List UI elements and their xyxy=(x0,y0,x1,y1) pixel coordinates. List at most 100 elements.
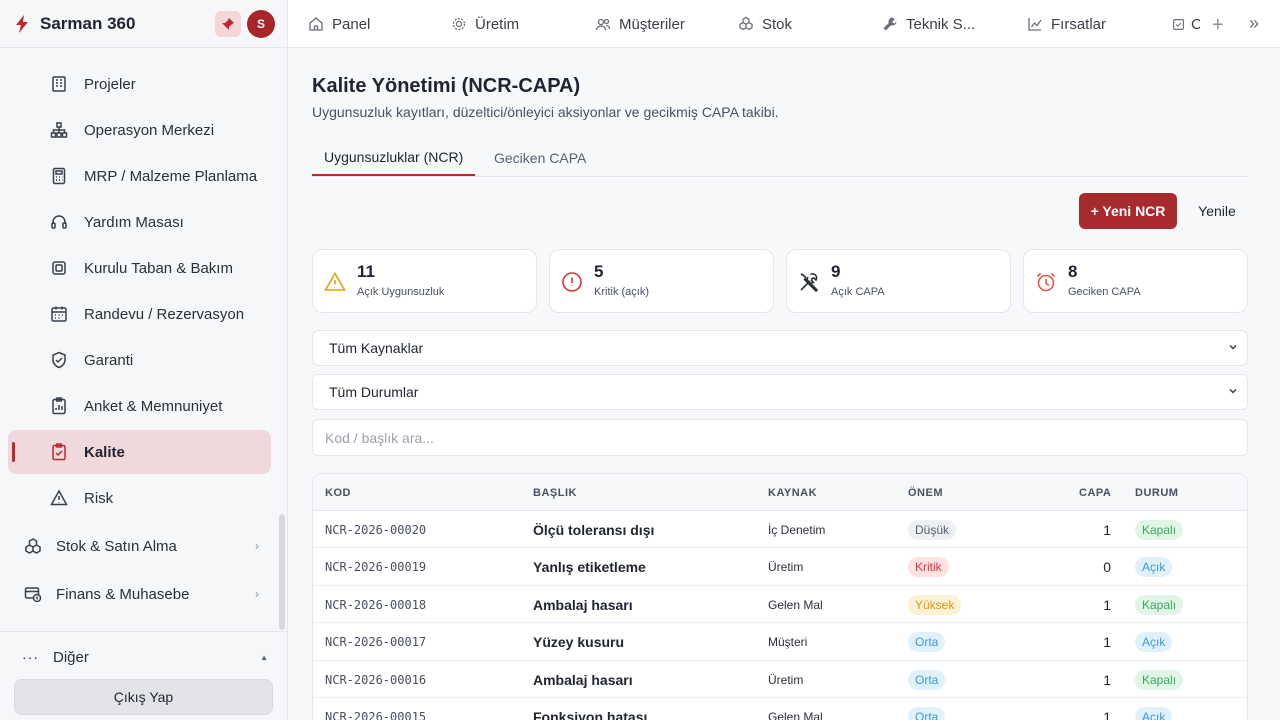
sidebar-item-risk[interactable]: Risk xyxy=(8,476,271,520)
finance-icon xyxy=(24,587,42,603)
tab-more[interactable]: C xyxy=(1172,0,1200,48)
status-filter-select[interactable]: Tüm Durumlar xyxy=(312,374,1248,410)
column-header-source[interactable]: KAYNAK xyxy=(768,487,818,499)
tab-firsatlar[interactable]: Fırsatlar xyxy=(1027,0,1106,48)
severity-cell: Kritik xyxy=(908,549,949,586)
alert-circle-icon xyxy=(562,272,582,292)
users-icon xyxy=(595,18,611,31)
sidebar-item-kalite[interactable]: Kalite xyxy=(8,430,271,474)
severity-badge: Yüksek xyxy=(908,594,962,615)
ncr-code: NCR-2026-00019 xyxy=(325,560,427,574)
tab-label: Müşteriler xyxy=(619,15,685,33)
sidebar: Sarman 360 S Projeler Operasyon Merkezi … xyxy=(0,0,288,720)
sidebar-item-operasyon-merkezi[interactable]: Operasyon Merkezi xyxy=(8,108,271,152)
lightning-icon xyxy=(16,14,28,33)
tab-stok[interactable]: Stok xyxy=(738,0,792,48)
sidebar-item-kurulu-taban[interactable]: Kurulu Taban & Bakım xyxy=(8,246,271,290)
search-input[interactable] xyxy=(312,419,1248,456)
stat-value: 5 xyxy=(594,262,604,281)
trend-icon xyxy=(1028,18,1042,31)
sidebar-item-garanti[interactable]: Garanti xyxy=(8,338,271,382)
stat-value: 9 xyxy=(831,262,841,281)
checkbox-icon xyxy=(1173,18,1184,30)
stat-value: 11 xyxy=(357,262,375,281)
main-content: Kalite Yönetimi (NCR-CAPA) Uygunsuzluk k… xyxy=(288,48,1280,720)
table-header: KOD BAŞLIK KAYNAK ÖNEM CAPA DURUM xyxy=(313,474,1247,511)
sidebar-item-randevu[interactable]: Randevu / Rezervasyon xyxy=(8,292,271,336)
stat-label: Açık CAPA xyxy=(831,286,885,298)
logout-button[interactable]: Çıkış Yap xyxy=(14,679,273,715)
severity-cell: Orta xyxy=(908,699,946,720)
sidebar-item-label: MRP / Malzeme Planlama xyxy=(84,167,258,185)
sidebar-item-label: Risk xyxy=(84,489,114,507)
brand[interactable]: Sarman 360 xyxy=(0,0,288,48)
select-value: Tüm Kaynaklar xyxy=(329,340,424,356)
sidebar-item-anket[interactable]: Anket & Memnuniyet xyxy=(8,384,271,428)
avatar[interactable]: S xyxy=(247,10,275,38)
column-header-code[interactable]: KOD xyxy=(325,487,351,499)
ncr-code: NCR-2026-00020 xyxy=(325,522,427,537)
headset-icon xyxy=(51,215,67,229)
shield-check-icon xyxy=(52,351,66,369)
add-tab-button[interactable]: + xyxy=(1212,14,1224,36)
severity-cell: Orta xyxy=(908,624,946,661)
clipboard-check-icon xyxy=(52,443,66,461)
page-title: Kalite Yönetimi (NCR-CAPA) xyxy=(312,75,581,97)
sidebar-group-label: Stok & Satın Alma xyxy=(56,537,177,555)
boxes-icon xyxy=(739,16,753,31)
app-name: Sarman 360 xyxy=(40,13,136,33)
severity-cell: Orta xyxy=(908,661,946,698)
survey-icon xyxy=(52,397,66,415)
ncr-table: KOD BAŞLIK KAYNAK ÖNEM CAPA DURUM NCR-20… xyxy=(312,473,1248,720)
column-header-status[interactable]: DURUM xyxy=(1135,487,1179,499)
refresh-button[interactable]: Yenile xyxy=(1198,203,1236,219)
page-subtitle: Uygunsuzluk kayıtları, düzeltici/önleyic… xyxy=(312,104,779,120)
tab-musteriler[interactable]: Müşteriler xyxy=(595,0,685,48)
tab-geciken-capa[interactable]: Geciken CAPA xyxy=(494,150,587,166)
sidebar-group-finans[interactable]: Finans & Muhasebe › xyxy=(8,572,271,616)
double-chevron-icon[interactable]: » xyxy=(1249,13,1260,33)
sidebar-item-label: Kalite xyxy=(84,443,125,461)
table-row[interactable]: NCR-2026-00016 Ambalaj hasarı Üretim Orta 1 K… xyxy=(313,661,1247,698)
tab-panel[interactable]: Panel xyxy=(308,0,370,48)
alarm-clock-icon xyxy=(1036,272,1056,292)
active-indicator xyxy=(12,442,15,462)
stat-value: 8 xyxy=(1068,262,1078,281)
tab-uretim[interactable]: Üretim xyxy=(451,0,519,48)
sidebar-scrollbar[interactable] xyxy=(279,514,285,630)
table-row[interactable]: NCR-2026-00015 Fonksiyon hatası Gelen Mal O… xyxy=(313,699,1247,720)
tab-label: Panel xyxy=(332,15,371,33)
select-value: Tüm Durumlar xyxy=(329,384,419,400)
sidebar-item-mrp[interactable]: MRP / Malzeme Planlama xyxy=(8,154,271,198)
stat-label: Geciken CAPA xyxy=(1068,286,1141,298)
chevron-right-icon: › xyxy=(255,539,259,553)
table-row[interactable]: NCR-2026-00020 Ölçü toleransı dışı İç Dene… xyxy=(313,511,1247,548)
ncr-source: Üretim xyxy=(768,672,804,687)
stat-card-open-ncr: 11 Açık Uygunsuzluk xyxy=(312,249,537,313)
status-badge: Açık xyxy=(1135,632,1173,652)
building-icon xyxy=(52,76,66,92)
column-header-capa[interactable]: CAPA xyxy=(1079,487,1112,499)
tab-teknik-servis[interactable]: Teknik S... xyxy=(882,0,975,48)
other-menu-toggle[interactable]: ··· Diğer ▲ xyxy=(22,646,272,668)
status-badge: Kapalı xyxy=(1135,669,1184,690)
capa-count: 0 xyxy=(1103,559,1111,575)
sidebar-item-yardim-masasi[interactable]: Yardım Masası xyxy=(8,200,271,244)
table-row[interactable]: NCR-2026-00019 Yanlış etiketleme Üretim Kri… xyxy=(313,549,1247,586)
pin-button[interactable] xyxy=(215,11,241,37)
sidebar-group-label: Finans & Muhasebe xyxy=(56,585,190,603)
table-row[interactable]: NCR-2026-00018 Ambalaj hasarı Gelen Mal Yük… xyxy=(313,586,1247,623)
sidebar-group-stok[interactable]: Stok & Satın Alma › xyxy=(8,524,271,568)
boxes-icon xyxy=(25,538,41,554)
ncr-title: Ambalaj hasarı xyxy=(533,671,633,688)
severity-badge: Orta xyxy=(908,632,946,652)
sidebar-item-projeler[interactable]: Projeler xyxy=(8,62,271,106)
new-ncr-button[interactable]: + Yeni NCR xyxy=(1079,193,1177,229)
ncr-code: NCR-2026-00015 xyxy=(325,710,427,720)
tab-uygunsuzluklar[interactable]: Uygunsuzluklar (NCR) xyxy=(312,140,476,176)
column-header-title[interactable]: BAŞLIK xyxy=(533,487,577,499)
status-cell: Kapalı xyxy=(1135,511,1184,548)
column-header-severity[interactable]: ÖNEM xyxy=(908,487,943,499)
table-row[interactable]: NCR-2026-00017 Yüzey kusuru Müşteri Orta 1 Aç… xyxy=(313,624,1247,661)
source-filter-select[interactable]: Tüm Kaynaklar xyxy=(312,330,1248,366)
